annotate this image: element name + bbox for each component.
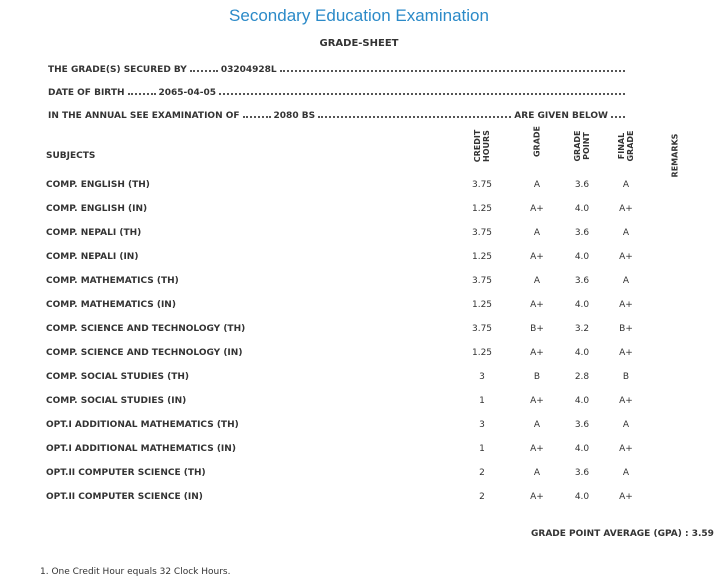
cell: 1.25 (471, 204, 493, 214)
cell: 1 (479, 444, 485, 454)
cell: A (533, 468, 541, 478)
cell: 3.2 (574, 324, 590, 334)
gpa: GRADE POINT AVERAGE (GPA) : 3.59 (531, 529, 714, 539)
subtitle: GRADE-SHEET (319, 38, 399, 49)
label: DATE OF BIRTH (48, 88, 125, 98)
subject: COMP. SCIENCE AND TECHNOLOGY (TH) (46, 324, 246, 334)
column-header: CREDIT HOURS (473, 129, 491, 163)
cell: A (533, 276, 541, 286)
cell: A+ (619, 300, 633, 310)
cell: 2 (479, 492, 485, 502)
cell: 2.8 (574, 372, 590, 382)
column-header: SUBJECTS (46, 151, 96, 161)
cell: 3.75 (471, 324, 493, 334)
subject: COMP. ENGLISH (TH) (46, 180, 150, 190)
cell: 3 (479, 420, 485, 430)
subject: COMP. NEPALI (IN) (46, 252, 139, 262)
column-header: FINAL GRADE (617, 130, 635, 162)
cell: A (533, 228, 541, 238)
cell: 1 (479, 396, 485, 406)
subject: COMP. MATHEMATICS (TH) (46, 276, 179, 286)
footnote: 1. One Credit Hour equals 32 Clock Hours… (40, 567, 231, 577)
cell: A+ (619, 252, 633, 262)
cell: 1.25 (471, 300, 493, 310)
column-header: GRADE POINT (573, 130, 591, 162)
cell: A+ (619, 204, 633, 214)
info-line: THE GRADE(S) SECURED BY 03204928L (48, 63, 628, 75)
gpa-label: GRADE POINT AVERAGE (GPA) : (531, 529, 689, 539)
cell: 3.75 (471, 180, 493, 190)
info-line: DATE OF BIRTH 2065-04-05 (48, 86, 628, 98)
cell: A+ (530, 348, 544, 358)
cell: A+ (530, 300, 544, 310)
cell: 3.6 (574, 468, 590, 478)
cell: B (622, 372, 630, 382)
column-header: GRADE (532, 125, 542, 158)
cell: A (622, 276, 630, 286)
subject: COMP. SOCIAL STUDIES (TH) (46, 372, 190, 382)
cell: A+ (619, 492, 633, 502)
cell: 3.6 (574, 276, 590, 286)
cell: A+ (530, 396, 544, 406)
cell: 4.0 (574, 396, 590, 406)
cell: B (533, 372, 541, 382)
subject: COMP. ENGLISH (IN) (46, 204, 148, 214)
cell: A (622, 420, 630, 430)
cell: A+ (619, 348, 633, 358)
cell: 3.75 (471, 276, 493, 286)
cell: 3.6 (574, 180, 590, 190)
cell: A (533, 180, 541, 190)
cell: A+ (619, 444, 633, 454)
cell: 4.0 (574, 300, 590, 310)
cell: A+ (530, 444, 544, 454)
cell: B+ (530, 324, 544, 334)
cell: A+ (530, 252, 544, 262)
cell: A (533, 420, 541, 430)
subject: OPT.I ADDITIONAL MATHEMATICS (IN) (46, 444, 236, 454)
cell: A+ (619, 396, 633, 406)
subject: OPT.II COMPUTER SCIENCE (TH) (46, 468, 206, 478)
subject: COMP. SCIENCE AND TECHNOLOGY (IN) (46, 348, 243, 358)
cell: 4.0 (574, 348, 590, 358)
cell: A (622, 180, 630, 190)
column-header: REMARKS (670, 133, 680, 178)
cell: 4.0 (574, 252, 590, 262)
label: IN THE ANNUAL SEE EXAMINATION OF (48, 111, 240, 121)
title: Secondary Education Examination (229, 6, 489, 25)
subject: OPT.II COMPUTER SCIENCE (IN) (46, 492, 203, 502)
subject: COMP. SOCIAL STUDIES (IN) (46, 396, 187, 406)
cell: 1.25 (471, 348, 493, 358)
cell: 3.6 (574, 228, 590, 238)
value: 03204928L (220, 65, 277, 75)
subject: OPT.I ADDITIONAL MATHEMATICS (TH) (46, 420, 239, 430)
cell: 3 (479, 372, 485, 382)
cell: B+ (619, 324, 633, 334)
subject: COMP. MATHEMATICS (IN) (46, 300, 176, 310)
value: 2065-04-05 (158, 88, 217, 98)
cell: 3.75 (471, 228, 493, 238)
info-line: IN THE ANNUAL SEE EXAMINATION OF 2080 BS… (48, 109, 628, 121)
cell: 3.6 (574, 420, 590, 430)
gpa-value: 3.59 (691, 529, 714, 539)
cell: 4.0 (574, 204, 590, 214)
value: 2080 BS (273, 111, 316, 121)
label: ARE GIVEN BELOW (514, 111, 608, 121)
cell: A (622, 228, 630, 238)
cell: 1.25 (471, 252, 493, 262)
label: THE GRADE(S) SECURED BY (48, 65, 187, 75)
cell: 2 (479, 468, 485, 478)
cell: A (622, 468, 630, 478)
cell: A+ (530, 204, 544, 214)
cell: 4.0 (574, 444, 590, 454)
subject: COMP. NEPALI (TH) (46, 228, 142, 238)
cell: 4.0 (574, 492, 590, 502)
cell: A+ (530, 492, 544, 502)
